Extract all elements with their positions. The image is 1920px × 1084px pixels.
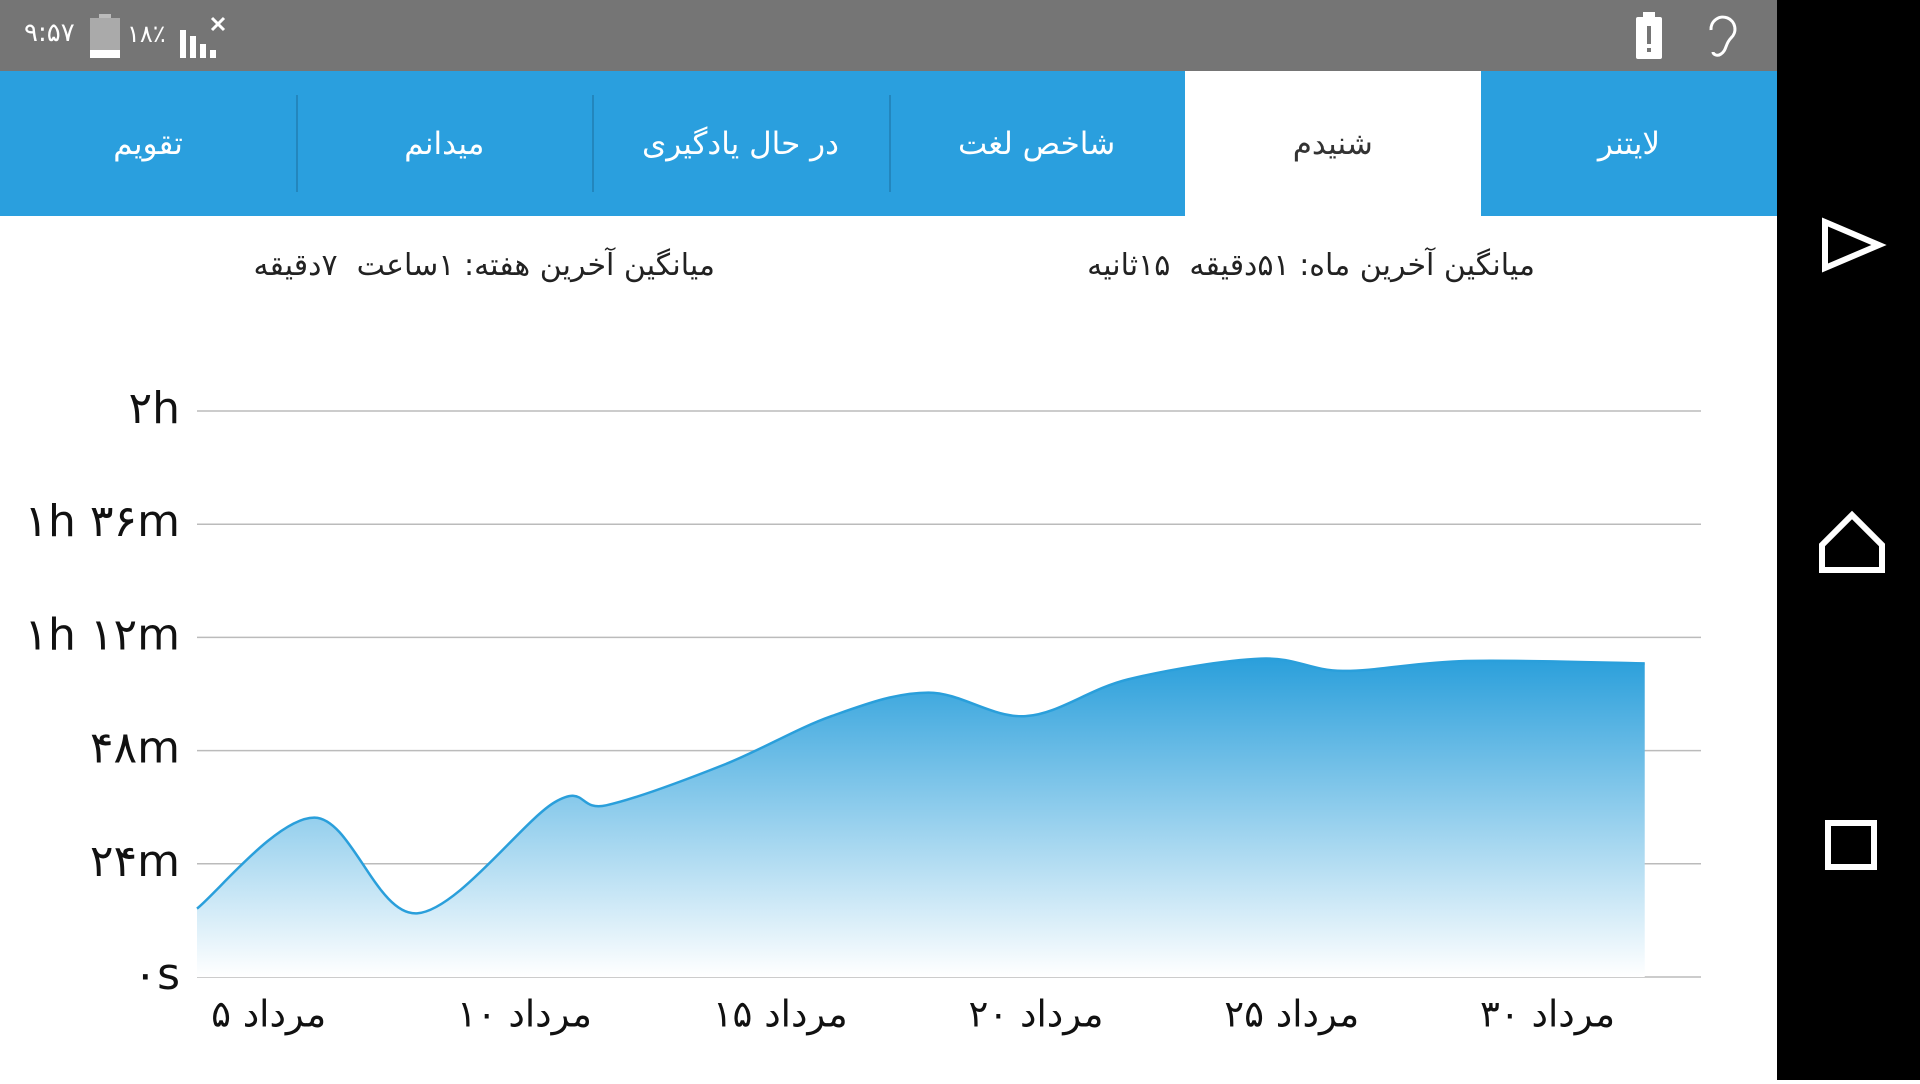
tab[interactable]: شنیدم [1184,71,1481,216]
x-tick-label: ۱۰ مرداد [457,993,592,1036]
clock: ۹:۵۷ [24,18,75,48]
tab[interactable]: در حال یادگیری [592,71,888,216]
alert-battery-icon [1636,12,1662,59]
y-tick-label: ۱h ۳۶m [24,496,180,547]
battery-level: ۱۸٪ [127,20,166,48]
x-tick-label: ۳۰ مرداد [1480,993,1615,1036]
y-tick-label: ۴۸m [90,723,180,774]
area-line [196,657,1645,915]
area-fill [197,658,1645,977]
navigation-bar [1777,0,1920,1080]
y-tick-label: ۰s [133,949,180,1000]
battery-icon [90,14,120,58]
back-button[interactable] [1822,217,1887,273]
recents-button[interactable] [1825,820,1877,870]
chart: ۰s ۲۴m ۴۸m ۱h ۱۲m ۱h ۳۶m ۲h ۵ مرداد ۱۰ مرداد ۱۵ … [24,383,1701,1036]
tab-bar: تقویم میدانم در حال یادگیری شاخص لغت شنیدم لا… [0,71,1777,216]
x-tick-label: ۵ مرداد [211,993,326,1036]
tab[interactable]: میدانم [296,71,592,216]
tab[interactable]: تقویم [113,125,183,162]
x-tick-label: ۲۰ مرداد [968,993,1103,1036]
week-average: میانگین آخرین هفته: ۱ساعت ۷دقیقه [253,248,715,283]
tab[interactable]: لایتنر [1597,125,1660,162]
hearing-icon [1709,15,1737,57]
x-tick-label: ۱۵ مرداد [713,993,848,1036]
y-tick-label: ۲۴m [90,836,180,887]
tab[interactable]: شاخص لغت [888,71,1185,216]
y-tick-label: ۱h ۱۲m [24,609,180,660]
x-tick-label: ۲۵ مرداد [1224,993,1359,1036]
home-button[interactable] [1819,510,1885,573]
signal-icon [180,16,226,58]
nav-icons [1819,217,1887,870]
month-average: میانگین آخرین ماه: ۵۱دقیقه ۱۵ثانیه [1087,248,1535,283]
status-bar: ۹:۵۷ ۱۸٪ [0,0,1777,71]
y-tick-label: ۲h [128,383,180,434]
